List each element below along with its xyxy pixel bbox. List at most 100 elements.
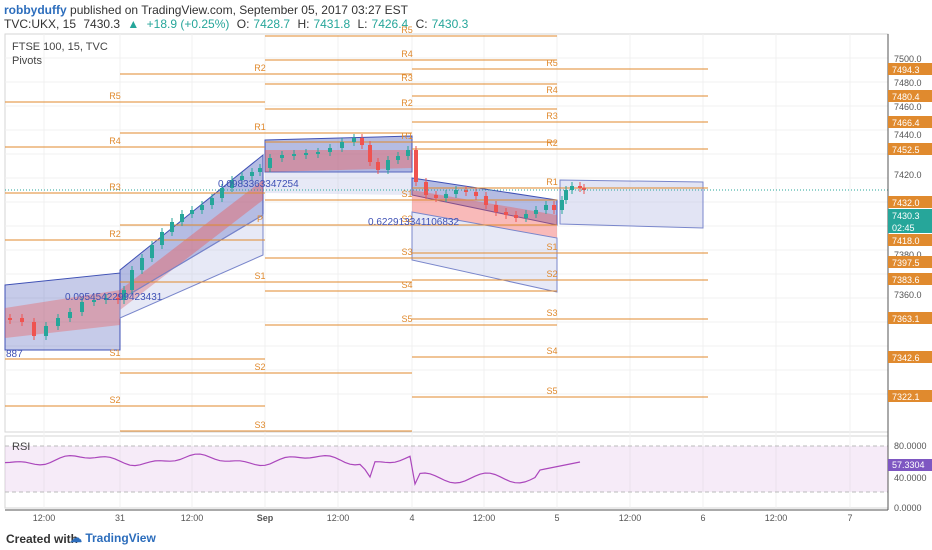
time-tick: 7 (847, 513, 852, 523)
candle-body (68, 312, 72, 318)
pivot-label: S1 (109, 348, 120, 358)
price-tag (888, 273, 932, 285)
pivot-label: S5 (546, 386, 557, 396)
pivot-label: R5 (546, 58, 558, 68)
candle-body (524, 214, 528, 218)
candle-body (250, 172, 254, 176)
candle-body (424, 182, 428, 195)
pivot-label: S1 (401, 189, 412, 199)
candle-body (190, 210, 194, 214)
candle-body (578, 186, 582, 188)
pivot-label: S4 (546, 346, 557, 356)
price-tag (888, 116, 932, 128)
candle-body (292, 154, 296, 156)
candle-body (474, 192, 478, 196)
low-label: L: (357, 17, 368, 31)
rsi-tick: 80.0000 (894, 441, 927, 451)
publish-line: robbyduffy published on TradingView.com,… (4, 3, 408, 17)
price-tag-label: 7383.6 (892, 275, 920, 285)
chart-header: robbyduffy published on TradingView.com,… (0, 0, 932, 34)
price-tag (888, 390, 932, 402)
price-tag (888, 143, 932, 155)
pivot-label: S1 (254, 271, 265, 281)
rsi-line (4, 453, 581, 486)
tradingview-logo[interactable]: ☁ TradingView (70, 531, 156, 545)
price-tick: 7380.0 (894, 250, 922, 260)
candle-body (170, 222, 174, 232)
pivot-label: R2 (401, 98, 413, 108)
pivot-levels: R5 R4 R3 R2 S1 S2 R2 R1 P S1 S2 S3 R5 R4 R3 R2 R1 S1 S2 S3 S… (5, 25, 708, 432)
price-tag (888, 209, 932, 221)
price-tick: 7480.0 (894, 78, 922, 88)
author-link[interactable]: robbyduffy (4, 3, 67, 17)
candle-body (552, 205, 556, 210)
candle-body (340, 142, 344, 148)
pivot-label: R2 (109, 229, 121, 239)
price-tag-label: 7466.4 (892, 118, 920, 128)
candle-body (268, 158, 272, 168)
candle-body (280, 155, 284, 158)
pivot-label: S3 (401, 247, 412, 257)
time-tick: 6 (700, 513, 705, 523)
pivot-label: R3 (546, 111, 558, 121)
published-text: published on TradingView.com, September … (70, 3, 409, 17)
candle-body (140, 258, 144, 270)
time-axis[interactable]: 12:00 31 12:00 Sep 12:00 4 12:00 5 12:00 6 12:00 7 (5, 509, 888, 523)
channel-2-red (120, 180, 263, 310)
last-price: 7430.3 (83, 17, 121, 31)
candle-body (104, 298, 108, 300)
candle-body (32, 322, 36, 336)
rsi-tick: 0.0000 (894, 503, 922, 513)
symbol-name[interactable]: TVC:UKX, 15 (4, 17, 77, 31)
candle-body (180, 214, 184, 222)
time-tick: 5 (554, 513, 559, 523)
price-tag-label: 7322.1 (892, 392, 920, 402)
price-tag-label: 02:45 (892, 223, 915, 233)
time-tick: 4 (409, 513, 414, 523)
candle-body (150, 245, 154, 258)
channel-1-value: 0.0954542299423431 (65, 292, 163, 303)
price-axis[interactable]: 7500.07480.07460.07440.07420.07400.07380… (887, 34, 932, 510)
created-with-text: Created with (6, 532, 79, 546)
open-value: 7428.7 (253, 17, 291, 31)
rsi-label[interactable]: RSI (12, 441, 31, 453)
price-tag-label: 7494.3 (892, 65, 920, 75)
price-tag-label: 7418.0 (892, 236, 920, 246)
pivot-label: S5 (401, 314, 412, 324)
price-tick: 7440.0 (894, 130, 922, 140)
candle-body (414, 150, 418, 182)
candle-body (368, 145, 372, 162)
candle-body (464, 190, 468, 192)
candle-body (494, 205, 498, 212)
pivot-label: S4 (401, 280, 412, 290)
candle-body (582, 188, 586, 190)
price-tag-label: 7430.3 (892, 211, 920, 221)
pivot-label: R4 (546, 85, 558, 95)
time-tick: 12:00 (327, 513, 350, 523)
footer: Created with ☁ TradingView (0, 528, 932, 550)
cloud-icon: ☁ (70, 531, 82, 545)
channel-4-grey (411, 211, 558, 293)
pivot-label: R2 (546, 138, 558, 148)
channel-3-blue (264, 135, 413, 173)
price-tag-label: 7342.6 (892, 353, 920, 363)
legend-title[interactable]: FTSE 100, 15, TVC (12, 41, 108, 53)
pivot-label: R1 (401, 131, 413, 141)
candle-body (396, 156, 400, 160)
high-value: 7431.8 (313, 17, 351, 31)
candle-body (352, 138, 356, 142)
rsi-pane[interactable] (4, 435, 889, 509)
pivot-label: R5 (401, 25, 413, 35)
legend-indicator[interactable]: Pivots (12, 55, 42, 67)
candle-body (116, 298, 120, 300)
price-tag (888, 63, 932, 75)
candle-body (560, 200, 564, 210)
candle-body (130, 270, 134, 290)
candle-body (328, 148, 332, 152)
pivot-label: S2 (109, 395, 120, 405)
pivot-label: R3 (109, 182, 121, 192)
close-label: C: (415, 17, 428, 31)
candle-body (210, 198, 214, 205)
price-pane[interactable] (4, 33, 889, 433)
